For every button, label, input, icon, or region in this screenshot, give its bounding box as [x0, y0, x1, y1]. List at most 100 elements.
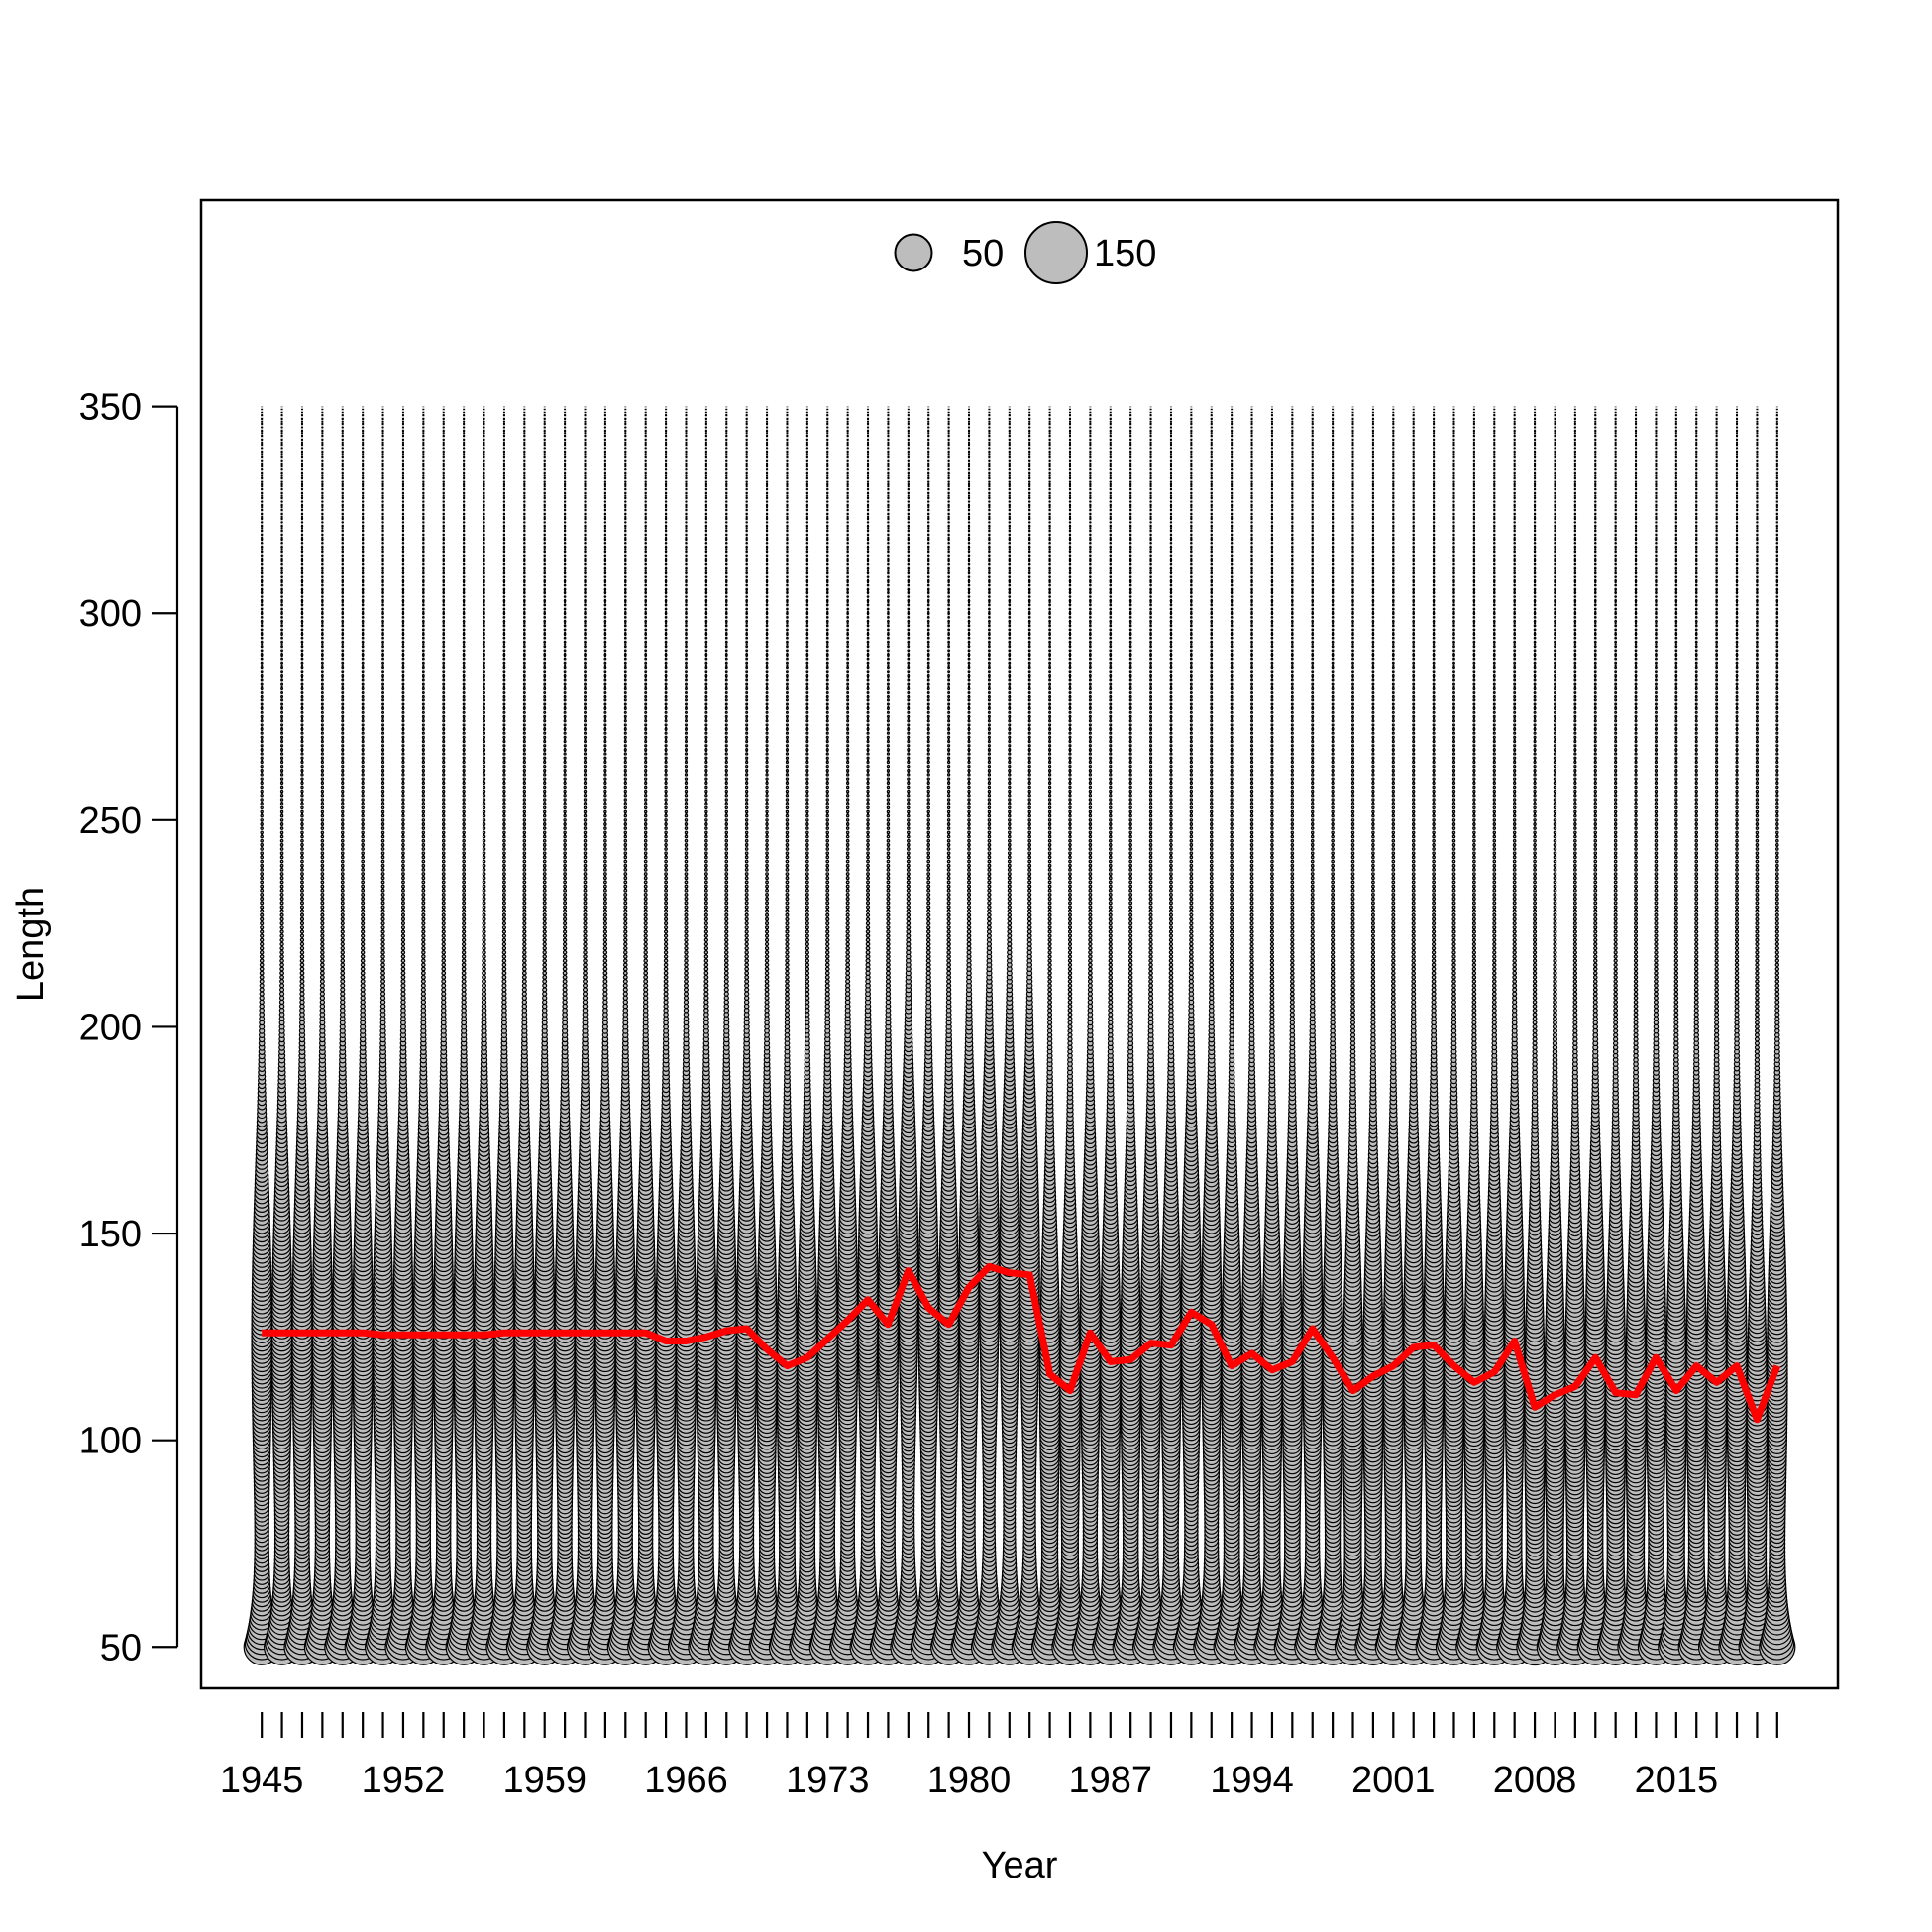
bubble [341, 996, 345, 1000]
bubble [342, 481, 343, 482]
bubble [443, 469, 444, 470]
bubble [402, 906, 405, 909]
bubble [321, 835, 323, 837]
bubble [363, 460, 364, 461]
bubble [402, 580, 403, 581]
bubble [402, 852, 404, 854]
bubble [321, 894, 324, 897]
bubble [362, 869, 365, 872]
bubble [442, 860, 445, 863]
bubble [464, 522, 465, 523]
bubble [362, 716, 364, 718]
bubble [301, 543, 302, 544]
bubble [322, 584, 323, 585]
bubble [442, 971, 446, 975]
bubble [423, 621, 425, 623]
bubble [443, 592, 444, 593]
bubble [281, 481, 282, 482]
bubble [262, 551, 263, 552]
bubble [262, 522, 263, 523]
bubble [381, 835, 383, 837]
bubble [463, 687, 465, 689]
bubble [443, 588, 444, 589]
bubble [401, 971, 405, 975]
bubble [382, 683, 384, 685]
bubble [463, 852, 465, 854]
bubble [301, 766, 303, 768]
bubble [362, 559, 363, 560]
bubble [402, 658, 404, 660]
bubble [301, 679, 303, 681]
bubble [422, 877, 425, 880]
bubble [483, 683, 485, 685]
bubble [483, 633, 485, 635]
bubble [464, 473, 465, 474]
bubble [423, 588, 424, 589]
bubble [402, 766, 404, 768]
bubble [483, 770, 485, 772]
bubble [442, 976, 446, 980]
bubble [342, 667, 344, 669]
bubble [362, 898, 365, 901]
bubble [483, 774, 484, 776]
bubble [281, 555, 282, 556]
bubble [261, 600, 262, 601]
bubble [362, 827, 364, 829]
bubble [402, 711, 404, 713]
bubble [483, 971, 486, 975]
bubble [443, 551, 444, 552]
bubble [402, 473, 403, 474]
bubble [341, 984, 345, 988]
bubble [402, 617, 404, 619]
bubble [262, 543, 263, 544]
bubble [483, 782, 484, 784]
bubble [442, 996, 446, 1000]
bubble [301, 547, 302, 548]
bubble [483, 918, 485, 921]
bubble [261, 650, 263, 652]
bubble [462, 955, 465, 958]
bubble [321, 732, 323, 734]
bubble [260, 980, 264, 984]
bubble [261, 588, 262, 589]
bubble [301, 918, 304, 921]
bubble [382, 778, 384, 780]
bubble [362, 679, 364, 681]
bubble [301, 604, 302, 605]
bubble [463, 831, 465, 833]
bubble [321, 795, 323, 797]
bubble [382, 469, 383, 470]
bubble [483, 547, 484, 548]
bubble [463, 671, 465, 673]
bubble [443, 572, 444, 573]
bubble [401, 959, 404, 962]
bubble [321, 971, 325, 975]
bubble [363, 538, 364, 539]
bubble [322, 414, 323, 415]
bubble [423, 650, 425, 652]
bubble [342, 732, 344, 734]
bubble [402, 732, 404, 734]
bubble [301, 658, 303, 660]
bubble [483, 766, 485, 768]
bubble [362, 926, 365, 929]
bubble [320, 992, 324, 996]
bubble [322, 452, 323, 453]
bubble [402, 518, 403, 519]
bubble [464, 439, 465, 440]
bubble [423, 633, 425, 635]
bubble [362, 877, 365, 880]
bubble [321, 692, 323, 694]
bubble [342, 608, 344, 610]
bubble [381, 852, 383, 854]
bubble [362, 612, 364, 614]
bubble [280, 831, 282, 833]
bubble [321, 873, 324, 876]
bubble [281, 720, 283, 722]
bubble [423, 646, 425, 648]
bubble [281, 427, 282, 428]
bubble [422, 803, 424, 805]
bubble [342, 414, 343, 415]
bubble [402, 522, 403, 523]
bubble [402, 806, 404, 808]
